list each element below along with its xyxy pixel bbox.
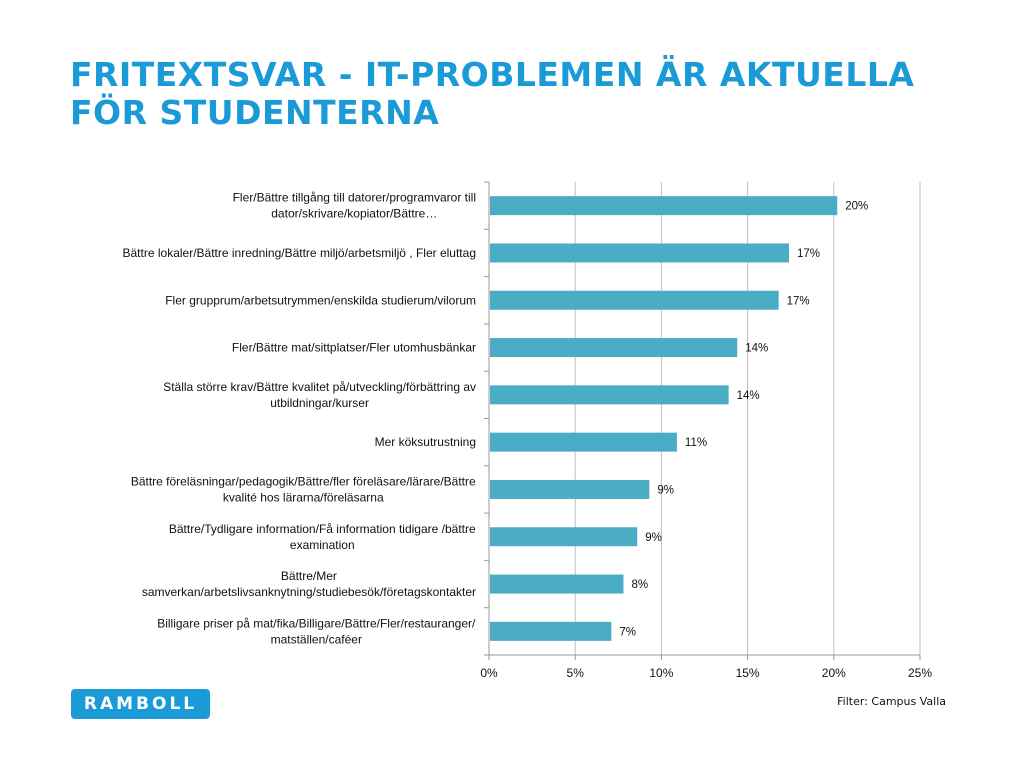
- bar: [490, 432, 677, 452]
- category-label-line: Bättre lokaler/Bättre inredning/Bättre m…: [123, 246, 477, 260]
- data-label: 7%: [619, 626, 636, 638]
- category-label-line: Fler/Bättre mat/sittplatser/Fler utomhus…: [232, 341, 476, 355]
- category-label: Ställa större krav/Bättre kvalitet på/ut…: [163, 380, 476, 410]
- category-label: Fler grupprum/arbetsutrymmen/enskilda st…: [165, 293, 476, 307]
- category-label: Bättre/Tydligare information/Få informat…: [169, 522, 476, 552]
- data-label: 17%: [797, 248, 820, 260]
- category-label-line: samverkan/arbetslivsanknytning/studiebes…: [142, 585, 476, 599]
- x-tick-label: 15%: [736, 666, 760, 680]
- category-label-line: examination: [290, 538, 355, 552]
- category-label-line: kvalité hos lärarna/föreläsarna: [223, 490, 384, 504]
- data-label: 9%: [657, 484, 674, 496]
- bar: [490, 338, 738, 358]
- x-tick-label: 25%: [908, 666, 932, 680]
- bar: [490, 479, 650, 499]
- bar: [490, 621, 612, 641]
- filter-note: Filter: Campus Valla: [837, 695, 946, 708]
- data-label: 11%: [685, 437, 707, 449]
- bar: [490, 385, 729, 405]
- category-label-line: Mer köksutrustning: [375, 435, 476, 449]
- category-label: Bättre föreläsningar/pedagogik/Bättre/fl…: [131, 474, 476, 504]
- slide-title-line-1: FRITEXTSVAR - IT-PROBLEMEN ÄR AKTUELLA: [70, 55, 915, 94]
- category-label: Mer köksutrustning: [375, 435, 476, 449]
- category-label: Fler/Bättre mat/sittplatser/Fler utomhus…: [232, 341, 476, 355]
- category-label: Billigare priser på mat/fika/Billigare/B…: [157, 616, 476, 646]
- category-label-line: Billigare priser på mat/fika/Billigare/B…: [157, 616, 476, 630]
- bar: [490, 290, 779, 310]
- logo-text: RAMBOLL: [83, 694, 198, 714]
- data-label: 14%: [745, 343, 768, 355]
- x-tick-label: 20%: [822, 666, 846, 680]
- category-label-line: matställen/caféer: [271, 632, 362, 646]
- category-label-line: Fler grupprum/arbetsutrymmen/enskilda st…: [165, 293, 476, 307]
- category-label-line: Fler/Bättre tillgång till datorer/progra…: [233, 191, 476, 205]
- category-label: Bättre/Mer samverkan/arbetslivsanknytning…: [142, 569, 476, 599]
- bar: [490, 243, 789, 263]
- category-label-line: Ställa större krav/Bättre kvalitet på/ut…: [163, 380, 476, 394]
- data-label: 20%: [845, 201, 868, 213]
- slide-title-line-2: FÖR STUDENTERNA: [70, 93, 440, 132]
- data-label: 17%: [787, 295, 810, 307]
- category-label: Fler/Bättre tillgång till datorer/progra…: [233, 191, 476, 221]
- category-label-line: Bättre/Mer: [281, 569, 337, 583]
- category-label-line: utbildningar/kurser: [270, 396, 369, 410]
- ramboll-logo: RAMBOLL: [71, 689, 210, 719]
- bar: [490, 574, 624, 594]
- data-label: 14%: [737, 390, 760, 402]
- x-tick-label: 10%: [649, 666, 673, 680]
- data-label: 8%: [631, 579, 648, 591]
- category-label-line: dator/skrivare/kopiator/Bättre…: [271, 207, 437, 221]
- x-tick-label: 5%: [567, 666, 585, 680]
- category-label-line: Bättre/Tydligare information/Få informat…: [169, 522, 476, 536]
- slide-title: FRITEXTSVAR - IT-PROBLEMEN ÄR AKTUELLA F…: [70, 56, 970, 132]
- category-label-line: Bättre föreläsningar/pedagogik/Bättre/fl…: [131, 474, 476, 488]
- bar: [490, 527, 638, 547]
- data-label: 9%: [645, 532, 662, 544]
- category-label: Bättre lokaler/Bättre inredning/Bättre m…: [123, 246, 477, 260]
- bar: [490, 196, 838, 216]
- x-tick-label: 0%: [480, 666, 498, 680]
